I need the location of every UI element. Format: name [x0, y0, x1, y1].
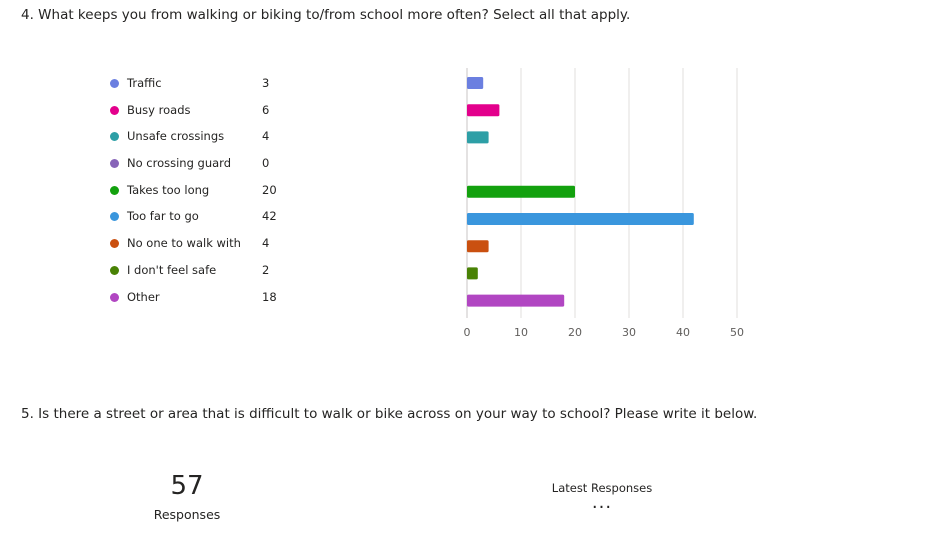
bar-no-one-to-walk-with[interactable] — [467, 240, 489, 253]
legend-color-dot — [110, 79, 119, 88]
legend-count: 0 — [262, 156, 270, 171]
legend-color-dot — [110, 292, 119, 302]
bar-traffic[interactable] — [467, 77, 484, 89]
bar-other[interactable] — [467, 294, 565, 307]
more-options-button[interactable]: ... — [591, 492, 613, 513]
legend-color-dot — [110, 105, 119, 115]
legend-count: 3 — [262, 76, 270, 90]
legend-label: Other — [127, 289, 160, 304]
legend-item: Too far to go 42 — [108, 208, 298, 235]
legend-item: Busy roads 6 — [108, 102, 298, 129]
legend-count: 18 — [262, 289, 277, 304]
legend-item: Traffic 3 — [108, 75, 298, 102]
legend-label: Unsafe crossings — [127, 129, 225, 144]
legend-color-dot — [110, 132, 119, 142]
legend-color-dot — [110, 185, 119, 195]
legend-color-dot — [110, 239, 119, 249]
legend-label: Traffic — [127, 76, 162, 90]
question-4-title: 4. What keeps you from walking or biking… — [21, 7, 631, 23]
x-tick-label: 0 — [464, 326, 471, 339]
legend-item: Other 18 — [108, 289, 298, 316]
x-tick-label: 40 — [676, 326, 690, 339]
legend-count: 2 — [262, 262, 270, 277]
x-tick-label: 30 — [622, 326, 636, 339]
chart-legend: Traffic 3 Busy roads 6 Unsafe crossings 4 No c… — [108, 75, 298, 315]
legend-count: 4 — [262, 129, 270, 144]
bar-unsafe-crossings[interactable] — [467, 131, 489, 144]
legend-label: No one to walk with — [127, 236, 241, 251]
x-tick-label: 10 — [514, 326, 528, 339]
legend-label: Busy roads — [127, 102, 191, 117]
x-tick-label: 20 — [568, 326, 582, 339]
legend-count: 4 — [262, 236, 270, 251]
legend-label: Takes too long — [127, 182, 210, 197]
responses-count: 57 — [170, 471, 204, 501]
legend-count: 42 — [262, 209, 277, 224]
legend-label: I don't feel safe — [127, 262, 217, 277]
bar-chart: 0 10 20 30 40 50 — [464, 68, 744, 339]
legend-color-dot — [110, 159, 119, 169]
legend-color-dot — [110, 212, 119, 222]
bar-busy-roads[interactable] — [467, 104, 500, 117]
legend-item: Takes too long 20 — [108, 182, 298, 209]
bar-i-don-t-feel-safe[interactable] — [467, 267, 478, 280]
legend-item: I don't feel safe 2 — [108, 262, 298, 289]
question-5-title: 5. Is there a street or area that is dif… — [21, 406, 758, 422]
x-tick-label: 50 — [730, 326, 744, 339]
legend-count: 20 — [262, 182, 277, 197]
legend-label: Too far to go — [127, 209, 199, 224]
legend-item: No crossing guard 0 — [108, 155, 298, 182]
legend-label: No crossing guard — [127, 156, 232, 171]
bar-takes-too-long[interactable] — [467, 185, 575, 198]
legend-item: No one to walk with 4 — [108, 235, 298, 262]
legend-color-dot — [110, 265, 119, 275]
responses-label: Responses — [153, 507, 221, 522]
legend-item: Unsafe crossings 4 — [108, 128, 298, 155]
bar-too-far-to-go[interactable] — [467, 213, 694, 225]
latest-responses-label: Latest Responses — [551, 481, 653, 495]
legend-count: 6 — [262, 102, 270, 117]
